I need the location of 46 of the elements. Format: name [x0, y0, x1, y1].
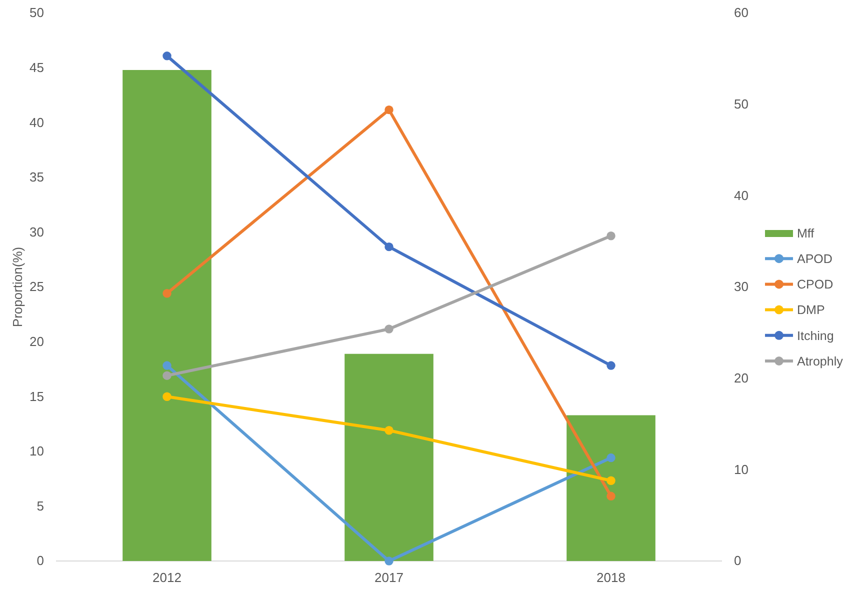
- point: [606, 361, 616, 370]
- y-tick-label: 15: [30, 388, 44, 404]
- point: [384, 105, 394, 114]
- point: [162, 289, 172, 298]
- legend-label: Itching: [797, 328, 834, 343]
- y-tick-label: 20: [30, 334, 44, 349]
- y-tick-label: 35: [30, 170, 44, 185]
- bar: [344, 354, 434, 561]
- point: [606, 231, 616, 240]
- y2-tick-label: 60: [734, 5, 748, 20]
- legend-label: DMP: [797, 303, 825, 318]
- x-tick-label: 2017: [374, 570, 404, 586]
- point: [162, 361, 172, 370]
- point: [384, 324, 394, 334]
- bar: [122, 70, 212, 561]
- x-tick-label: 2018: [596, 570, 626, 586]
- point: [606, 453, 616, 462]
- y-tick-label: 45: [30, 60, 44, 75]
- point: [384, 556, 394, 566]
- point: [606, 492, 616, 501]
- point: [162, 52, 172, 60]
- legend-label: Atrophly: [797, 354, 844, 368]
- y-tick-label: 0: [36, 553, 44, 568]
- y-tick-label: 40: [30, 114, 44, 130]
- y-tick-label: 10: [30, 444, 44, 459]
- point: [162, 371, 172, 380]
- point: [384, 426, 394, 435]
- x-tick-label: 2012: [152, 570, 182, 586]
- y-tick-label: 30: [30, 224, 44, 240]
- point: [606, 476, 616, 485]
- y2-tick-label: 40: [734, 188, 748, 203]
- y-tick-label: 5: [36, 498, 44, 514]
- y-tick-label: 25: [30, 279, 44, 294]
- y2-tick-label: 50: [734, 96, 748, 112]
- point: [384, 242, 394, 252]
- bar: [566, 415, 656, 561]
- y2-tick-label: 10: [734, 462, 748, 477]
- legend-label: Mff: [797, 226, 815, 240]
- y2-tick-label: 20: [734, 370, 748, 386]
- legend-label: APOD: [797, 252, 832, 266]
- point: [162, 392, 172, 401]
- y-tick-label: 50: [30, 5, 44, 20]
- y2-tick-label: 30: [734, 279, 748, 294]
- y2-tick-label: 0: [734, 553, 742, 568]
- legend-label: CPOD: [797, 278, 834, 292]
- y-axis-title: Proportion(%): [10, 246, 25, 328]
